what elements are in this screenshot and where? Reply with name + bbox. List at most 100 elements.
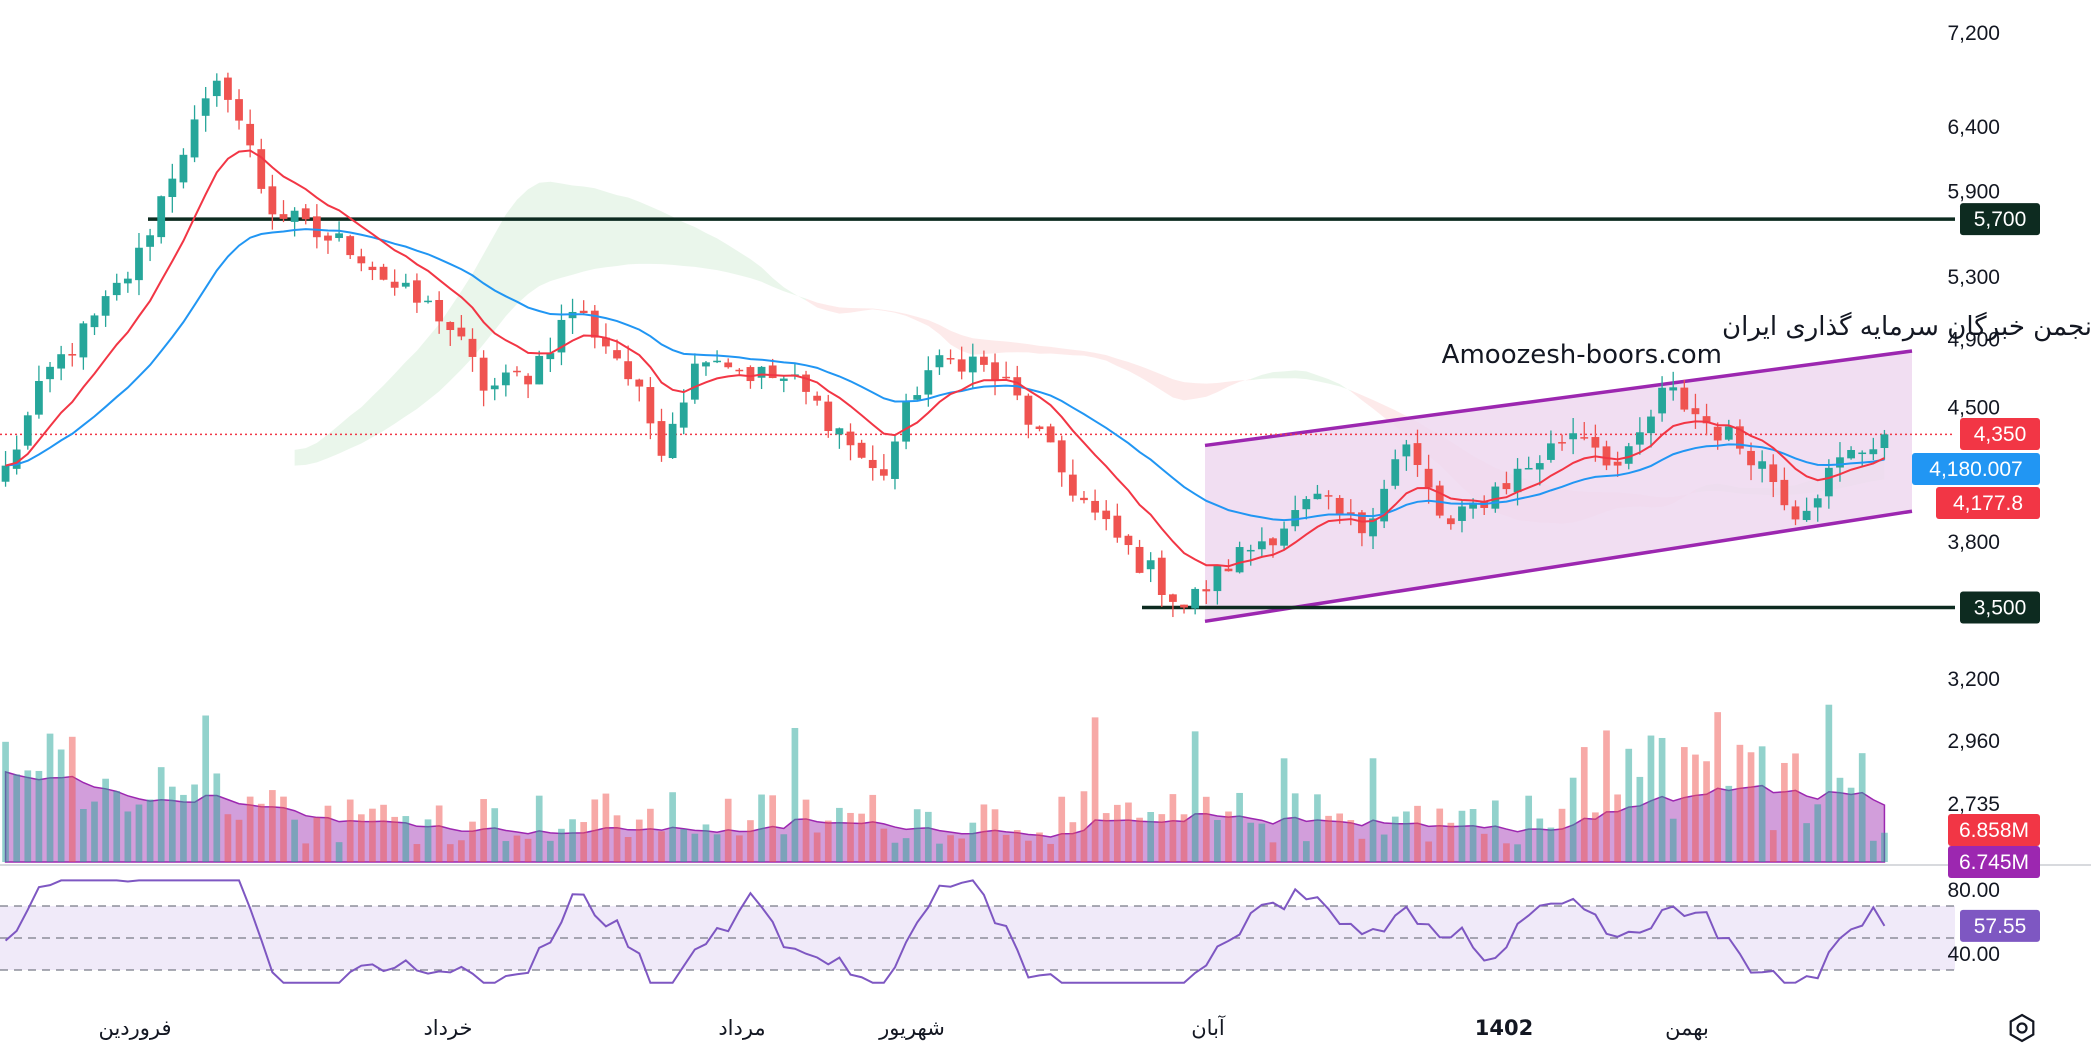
candle-body [1313,493,1322,500]
candle-body [1413,443,1422,466]
candle-body [1335,497,1344,515]
volume-bar [1058,796,1066,862]
volume-bar [1214,820,1221,862]
candle-body [891,441,899,479]
candle-body [1502,483,1511,490]
candle-body [768,365,777,379]
volume-bar [1403,811,1410,862]
candle-body [1469,502,1477,509]
volume-bar [424,819,432,862]
candle-body [557,319,566,353]
volume-bar [1547,827,1555,862]
volume-ma-badge: 6.745M [1948,846,2040,878]
volume-bar [280,796,287,862]
rsi-badge: 57.55 [1960,909,2040,942]
candle-body [1747,450,1755,466]
candle-body [1391,459,1400,486]
price-tick-label: 4,900 [1947,329,2000,352]
channel-upper-line[interactable] [1204,349,1913,448]
volume-bar [1814,804,1822,862]
volume-bar [1136,817,1143,862]
candle-body [1624,446,1633,464]
volume-bar [446,844,454,862]
volume-bar [135,804,143,862]
volume-bar [1069,822,1077,862]
channel-lower-line[interactable] [1204,509,1913,624]
candle-body [90,315,99,328]
candle-body [913,395,922,400]
volume-bar [35,770,43,862]
volume-bar [102,778,109,862]
candle-body [57,354,66,369]
candle-body [846,431,855,446]
candle-body [1169,594,1177,602]
volume-badge-box [1948,814,2040,846]
candle-body [1435,485,1444,516]
candle-body [257,149,266,189]
volume-bar [1080,791,1088,862]
candle-body [635,379,644,387]
volume-bar [1425,841,1432,862]
hexagon-settings-icon[interactable] [2009,1013,2035,1043]
volume-bar [836,807,843,862]
price-badge-label: 4,180.007 [1929,458,2022,481]
volume-bar [346,799,354,862]
volume-bar [1858,753,1866,862]
volume-bar [546,840,554,862]
candle-body [12,449,21,469]
candle-body [1046,426,1055,443]
candle-body [1736,426,1744,449]
candle-body [1713,426,1722,441]
volume-bar [1125,802,1132,862]
price-tick-label: 2,735 [1947,793,2000,816]
volume-bar [1669,818,1677,862]
candle-body [168,178,177,198]
candle-body [1513,468,1522,493]
candle-body [301,208,310,220]
candle-body [312,216,321,238]
volume-bar [1614,794,1621,862]
candle-body [1135,546,1144,573]
volume-bar [669,792,676,862]
candle-body [101,296,110,316]
volume-bar [1013,830,1021,862]
volume-bar [713,834,721,862]
candle-body [1257,541,1266,550]
candle-body [1202,589,1211,592]
candle-body [879,469,888,476]
candle-body [157,196,166,238]
candle-body [746,367,755,382]
price-axis[interactable]: 7,200 6,400 5,900 5,300 4,900 4,500 3,800 3,200… [1947,22,2000,966]
volume-bar [613,815,621,862]
volume-bar [13,774,21,862]
candle-body [23,415,32,446]
candle-body [1658,387,1666,414]
candle-body [1769,464,1778,483]
volume-bar [1436,808,1444,862]
candle-body [468,338,477,357]
candle-body [1380,488,1389,522]
volume-pane [2,704,1888,863]
time-axis[interactable]: فروردین خرداد مرداد شهریور آبان 1402 بهمن [98,1015,1708,1040]
watermark-url: Amoozesh-boors.com [1442,340,1722,370]
candle-body [1180,604,1188,608]
volume-bar [1569,777,1577,862]
cloud-bullish [1250,370,1351,392]
candle-body [1869,449,1878,455]
candle-body [1224,568,1233,572]
price-badge: 4,350 [1960,418,2040,450]
volume-bar [1603,730,1610,862]
volume-bar [791,727,799,862]
candle-body [935,355,944,368]
volume-bar [1236,792,1243,862]
candle-body [590,310,599,338]
candle-body [1580,437,1589,439]
volume-bar [813,832,821,862]
volume-bar [1180,814,1188,862]
volume-bar [758,794,765,862]
volume-bar [1869,840,1877,862]
price-tick-label: 3,800 [1947,531,2000,554]
candle-body [902,400,910,442]
volume-bar [1369,758,1377,862]
